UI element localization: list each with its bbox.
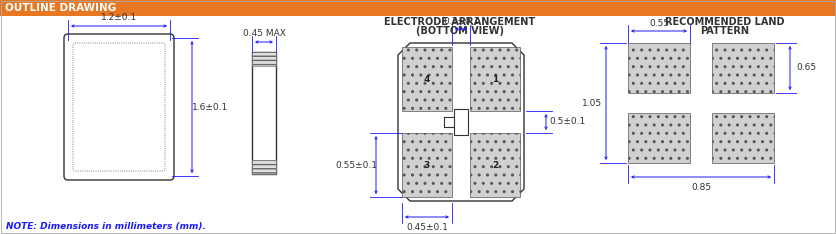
Text: 0.45±0.1: 0.45±0.1 [406,223,448,231]
Bar [402,47,452,111]
Text: 0.55±0.1: 0.55±0.1 [335,161,377,169]
Text: 4: 4 [424,74,431,84]
Bar [252,52,276,66]
Bar [628,113,690,163]
Bar [252,160,276,174]
Bar [470,133,520,197]
Text: 1.6±0.1: 1.6±0.1 [192,102,228,111]
Bar [712,113,774,163]
Text: 0.45 MAX: 0.45 MAX [242,29,285,39]
Bar [712,43,774,93]
Text: 1.05: 1.05 [582,99,602,107]
Bar [628,43,690,93]
Bar [402,133,452,197]
Text: PATTERN: PATTERN [701,26,750,36]
Text: 0.3±0.1: 0.3±0.1 [443,17,479,26]
Polygon shape [398,43,524,201]
Text: 0.5±0.1: 0.5±0.1 [550,117,586,127]
Text: (BOTTOM VIEW): (BOTTOM VIEW) [416,26,504,36]
Text: 0.65: 0.65 [796,63,816,73]
Text: NOTE: Dimensions in millimeters (mm).: NOTE: Dimensions in millimeters (mm). [6,222,206,230]
Bar [0,0,836,16]
Text: 2: 2 [492,161,498,169]
Text: 0.55: 0.55 [649,18,669,28]
Bar [470,47,520,111]
Text: 1.2±0.1: 1.2±0.1 [101,14,137,22]
Text: OUTLINE DRAWING: OUTLINE DRAWING [5,3,116,13]
Bar [454,109,468,135]
Bar [252,52,276,174]
FancyBboxPatch shape [64,34,174,180]
Text: ELECTRODE ARRANGEMENT: ELECTRODE ARRANGEMENT [385,17,536,27]
Text: 3: 3 [424,161,431,169]
Text: 0.85: 0.85 [691,183,711,191]
Text: 1: 1 [492,74,498,84]
Text: RECOMMENDED LAND: RECOMMENDED LAND [665,17,785,27]
